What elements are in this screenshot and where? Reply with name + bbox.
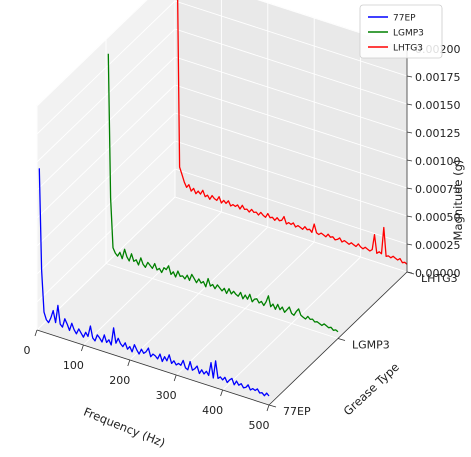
grid-left-z xyxy=(36,196,176,331)
x-tick-mark xyxy=(220,389,223,397)
z-tick-mark xyxy=(406,187,413,190)
z-axis-title: Magnitude (g) xyxy=(451,160,465,241)
grid-left-z xyxy=(36,168,176,303)
grid-left-z xyxy=(36,28,176,163)
x-axis-title: Frequency (Hz) xyxy=(82,405,168,450)
grid-left-z xyxy=(36,0,176,135)
z-tick-mark xyxy=(406,271,413,274)
x-tick-mark xyxy=(173,374,177,382)
z-tick-label: 0.00125 xyxy=(415,127,461,140)
y-tick-label: LGMP3 xyxy=(352,339,390,352)
chart-gridlines xyxy=(36,0,408,406)
x-tick-label: 500 xyxy=(249,419,270,432)
z-tick-mark xyxy=(406,215,413,218)
x-tick-mark xyxy=(34,329,38,337)
y-tick-mark xyxy=(268,404,277,408)
grid-left-z xyxy=(36,84,176,219)
z-tick-label: 0.00075 xyxy=(415,183,461,196)
z-tick-mark xyxy=(406,243,413,246)
z-tick-label: 0.00150 xyxy=(415,99,461,112)
x-tick-mark xyxy=(266,404,270,412)
chart-series-layer xyxy=(38,0,408,397)
z-tick-label: 0.00100 xyxy=(415,155,461,168)
legend-label-77ep: 77EP xyxy=(393,14,416,24)
x-tick-label: 400 xyxy=(202,404,223,417)
z-tick-mark xyxy=(406,159,413,162)
legend-frame xyxy=(359,4,443,59)
grid-back-z xyxy=(174,0,408,77)
x-tick-label: 0 xyxy=(24,344,31,357)
grid-back-z xyxy=(174,168,408,245)
grid-floor-y xyxy=(105,263,339,339)
z-tick-label: 0.00050 xyxy=(415,211,461,224)
x-tick-mark xyxy=(127,359,131,367)
z-tick-mark xyxy=(406,131,413,134)
y-axis-title: Grease Type xyxy=(341,360,402,418)
legend-label-lhtg3: LHTG3 xyxy=(393,44,423,54)
x-tick-label: 100 xyxy=(63,359,84,372)
grid-left-z xyxy=(36,112,176,247)
x-tick-mark xyxy=(81,344,84,352)
legend: 77EP LGMP3 LHTG3 xyxy=(359,4,443,59)
y-tick-label: 77EP xyxy=(283,405,311,418)
grid-left-z xyxy=(36,56,176,191)
y-tick-mark xyxy=(337,338,346,341)
x-axis-line xyxy=(36,329,270,406)
series-line-lgmp3 xyxy=(107,53,339,333)
x-tick-label: 300 xyxy=(156,389,177,402)
z-tick-mark xyxy=(406,75,413,78)
grid-back-z xyxy=(174,112,408,189)
z-tick-label: 0.00025 xyxy=(415,239,461,252)
grid-back-z xyxy=(174,196,408,273)
z-tick-mark xyxy=(406,103,413,106)
legend-label-lgmp3: LGMP3 xyxy=(393,29,424,39)
y-tick-label: LHTG3 xyxy=(421,272,458,285)
grid-left-z xyxy=(36,140,176,275)
grid-left-z xyxy=(36,0,148,107)
z-tick-label: 0.00000 xyxy=(415,267,461,280)
series-line-lhtg3 xyxy=(177,0,408,265)
series-line-77ep xyxy=(38,168,270,397)
grid-back-z xyxy=(174,28,408,105)
grid-back-z xyxy=(174,140,408,217)
grid-back-z xyxy=(174,84,408,161)
grid-back-z xyxy=(174,56,408,133)
x-tick-label: 200 xyxy=(109,374,130,387)
legend-items: 77EP LGMP3 LHTG3 xyxy=(368,14,424,54)
z-tick-label: 0.00175 xyxy=(415,71,461,84)
